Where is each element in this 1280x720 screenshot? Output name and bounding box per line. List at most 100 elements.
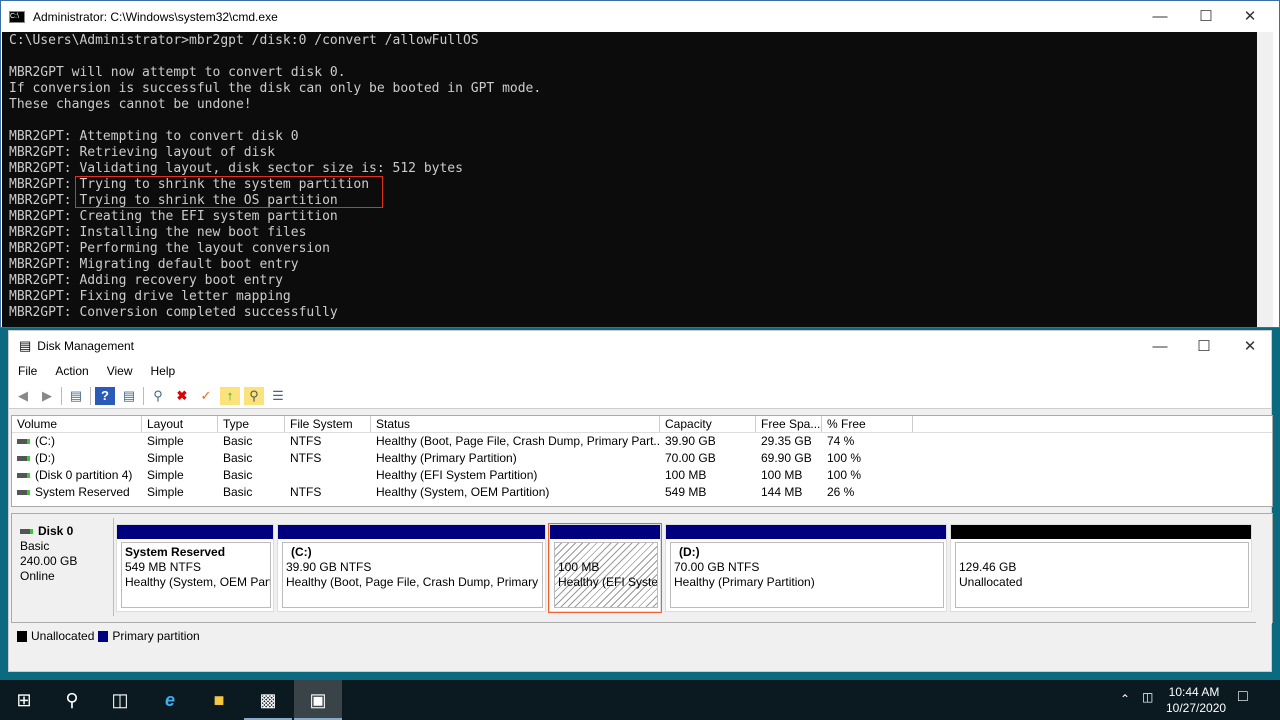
partition-name: (D:) (679, 545, 700, 559)
properties-icon[interactable]: ✓ (200, 387, 212, 403)
menu-help[interactable]: Help (150, 364, 176, 378)
highlight-box (75, 176, 383, 208)
show-action-pane-icon[interactable]: ▤ (122, 387, 136, 403)
menu-file[interactable]: File (18, 364, 38, 378)
console-line: MBR2GPT: Attempting to convert disk 0 (9, 129, 299, 144)
forward-icon[interactable]: ▶ (42, 387, 52, 403)
col-volume[interactable]: Volume (12, 416, 142, 432)
disk-management-taskbar-icon[interactable]: ▣ (294, 680, 342, 720)
col-type[interactable]: Type (218, 416, 285, 432)
partition-size: 129.46 GB (959, 560, 1017, 574)
console-line: MBR2GPT: Fixing drive letter mapping (9, 289, 291, 304)
help-icon[interactable]: ? (95, 386, 115, 405)
cell: (Disk 0 partition 4) (12, 467, 142, 484)
close-button[interactable]: ✕ (1243, 8, 1257, 25)
cmd-taskbar-icon[interactable]: ▩ (244, 680, 292, 720)
back-icon[interactable]: ◀ (18, 387, 28, 403)
list-icon[interactable]: ☰ (272, 387, 284, 403)
console-line (9, 49, 1250, 65)
disk-management-window: ▤ Disk Management — ☐ ✕ File Action View … (8, 330, 1273, 672)
cell: Simple (147, 434, 184, 448)
partition-size: 39.90 GB NTFS (286, 560, 372, 574)
show-hide-console-tree-icon[interactable]: ▤ (69, 387, 83, 403)
console-line: If conversion is successful the disk can… (9, 81, 542, 96)
console-line: These changes cannot be undone! (9, 97, 252, 112)
menu-view[interactable]: View (106, 364, 133, 378)
minimize-button[interactable]: — (1152, 338, 1168, 355)
col-file-system[interactable]: File System (285, 416, 371, 432)
graph-scrollbar[interactable] (1256, 514, 1272, 624)
close-button[interactable]: ✕ (1243, 338, 1257, 355)
table-row[interactable]: (D:) Simple Basic NTFS Healthy (Primary Part… (12, 450, 1272, 467)
start-button[interactable]: ⊞ (16, 690, 32, 710)
show-hidden-icons[interactable]: ⌃ (1120, 692, 1131, 706)
cell: 39.90 GB (665, 434, 716, 448)
cell (285, 467, 371, 484)
minimize-button[interactable]: — (1152, 8, 1168, 25)
delete-icon[interactable]: ✖ (176, 387, 188, 403)
col-capacity[interactable]: Capacity (660, 416, 756, 432)
partition-info: 129.46 GB Unallocated (955, 542, 1249, 608)
file-explorer-icon[interactable]: ■ (213, 690, 225, 710)
partition-block[interactable]: 129.46 GB Unallocated (950, 524, 1252, 612)
connect-icon[interactable]: ⚲ (153, 387, 163, 403)
console-line: MBR2GPT: Installing the new boot files (9, 225, 307, 240)
table-header: Volume Layout Type File System Status Ca… (12, 416, 1272, 433)
cell: Basic (223, 485, 253, 499)
table-row[interactable]: System Reserved Simple Basic NTFS Healthy (S… (12, 484, 1272, 501)
col-free-space[interactable]: Free Spa... (756, 416, 822, 432)
cell: (D:) (12, 450, 142, 467)
cell: Basic (223, 434, 253, 448)
cell: Basic (223, 468, 253, 482)
col-layout[interactable]: Layout (142, 416, 218, 432)
cell: Simple (147, 451, 184, 465)
task-view-button[interactable]: ◫ (111, 690, 129, 710)
disk-graphical-view: Disk 0 Basic 240.00 GB Online System Res… (11, 513, 1273, 624)
table-row[interactable]: (Disk 0 partition 4) Simple Basic Healthy (… (12, 467, 1272, 484)
console-line: MBR2GPT: Performing the layout conversio… (9, 241, 330, 256)
cell: Basic (223, 451, 253, 465)
partition-status: Healthy (System, OEM Parti (125, 575, 271, 589)
partition-bar (666, 525, 946, 539)
console-line: MBR2GPT: Trying to shrink the OS partiti… (9, 193, 338, 208)
cmd-icon: C:\ (9, 10, 25, 23)
col-status[interactable]: Status (371, 416, 660, 432)
cell: 69.90 GB (761, 451, 812, 465)
menu-action[interactable]: Action (55, 364, 89, 378)
partition-name: (C:) (291, 545, 312, 559)
console-line (9, 113, 1250, 129)
disk-size: 240.00 GB (20, 554, 78, 568)
partition-block[interactable]: System Reserved 549 MB NTFS Healthy (Syste… (116, 524, 274, 612)
table-row[interactable]: (C:) Simple Basic NTFS Healthy (Boot, Page F… (12, 433, 1272, 450)
partition-size: 100 MB (558, 560, 600, 574)
maximize-button[interactable]: ☐ (1199, 8, 1213, 25)
cell: 74 % (827, 434, 855, 448)
col-percent-free[interactable]: % Free (822, 416, 913, 432)
partition-info: 100 MB Healthy (EFI System (554, 542, 658, 608)
console-scrollbar[interactable] (1257, 32, 1273, 327)
console-output[interactable]: C:\Users\Administrator>mbr2gpt /disk:0 /… (2, 32, 1257, 327)
search-button[interactable]: ⚲ (65, 690, 79, 710)
search-folder-icon[interactable]: ⚲ (244, 386, 264, 405)
console-line: C:\Users\Administrator>mbr2gpt /disk:0 /… (9, 33, 479, 48)
cell: NTFS (290, 434, 322, 448)
cell: 144 MB (761, 485, 803, 499)
console-line: MBR2GPT: Conversion completed successful… (9, 305, 338, 320)
partition-status: Unallocated (959, 575, 1023, 589)
volume-icon (17, 473, 30, 479)
cmd-window: C:\ Administrator: C:\Windows\system32\cm… (0, 0, 1280, 328)
clock[interactable]: 10:44 AM 10/27/2020 (1166, 685, 1227, 715)
cell: 100 MB (665, 468, 707, 482)
notification-icon[interactable]: □ (1238, 688, 1248, 705)
partition-block[interactable]: 100 MB Healthy (EFI System (548, 523, 662, 613)
network-icon[interactable]: ◫ (1142, 690, 1154, 704)
folder-up-icon[interactable]: ↑ (220, 386, 240, 405)
partition-bar (550, 525, 660, 539)
cell: Simple (147, 468, 184, 482)
partition-block[interactable]: (C:) 39.90 GB NTFS Healthy (Boot, Page Fil… (277, 524, 546, 612)
disk-0-label[interactable]: Disk 0 Basic 240.00 GB Online (12, 518, 114, 616)
maximize-button[interactable]: ☐ (1197, 338, 1211, 355)
partition-block[interactable]: (D:) 70.00 GB NTFS Healthy (Primary Partit… (665, 524, 947, 612)
partition-bar (278, 525, 545, 539)
internet-explorer-icon[interactable]: e (164, 690, 175, 710)
